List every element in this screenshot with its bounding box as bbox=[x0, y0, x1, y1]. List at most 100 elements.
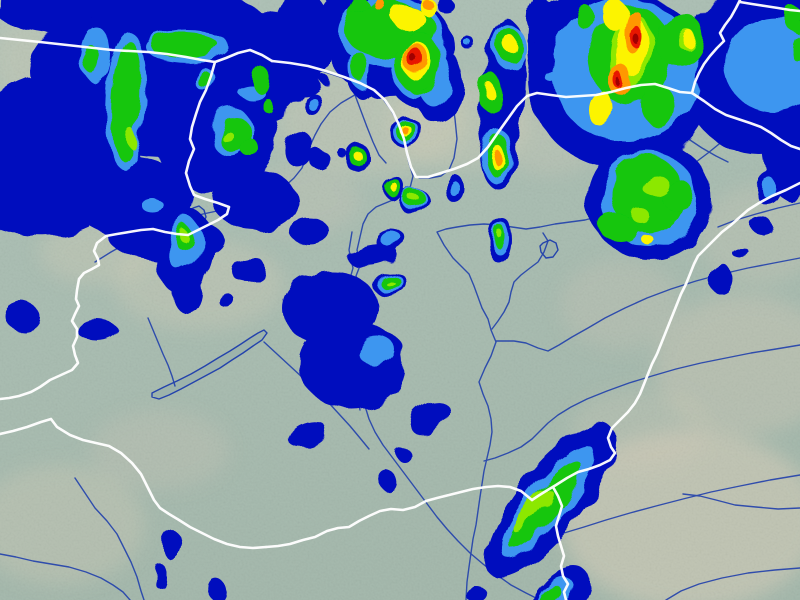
precip-cell-level-3 bbox=[576, 5, 594, 29]
precip-cell-level-3 bbox=[242, 138, 258, 158]
precip-cell-level-3 bbox=[508, 461, 582, 549]
precip-cell-level-1 bbox=[77, 319, 117, 341]
precip-cell-level-3 bbox=[791, 33, 800, 63]
precip-cell-level-2 bbox=[464, 40, 472, 46]
precip-cell-level-4 bbox=[513, 487, 551, 533]
precip-cell-level-4 bbox=[385, 281, 395, 285]
hu-ro-border bbox=[530, 181, 800, 502]
precip-cell-level-2 bbox=[449, 180, 459, 196]
precip-cell-level-1 bbox=[6, 303, 40, 331]
precip-cell-level-4 bbox=[410, 195, 420, 203]
precip-cell-level-1 bbox=[231, 257, 267, 283]
river-drava-tributary-2 bbox=[0, 553, 131, 600]
hu-rs-border bbox=[264, 484, 534, 549]
precip-cell-level-6 bbox=[421, 0, 433, 8]
precip-cell-level-1 bbox=[213, 170, 297, 230]
precip-cell-level-5 bbox=[505, 36, 517, 54]
precip-cell-level-3 bbox=[111, 40, 141, 160]
precip-cell-level-2 bbox=[544, 71, 556, 81]
precip-cell-level-5 bbox=[484, 82, 494, 98]
precip-cell-level-4 bbox=[180, 230, 188, 242]
sk-ua-border bbox=[690, 0, 742, 95]
ua-pl-border bbox=[738, 0, 800, 13]
precip-cell-level-1 bbox=[153, 562, 165, 588]
precip-cell-level-3 bbox=[254, 67, 270, 95]
precip-cell-level-5 bbox=[353, 150, 361, 160]
precip-cell-level-8 bbox=[617, 79, 621, 87]
lake-balaton bbox=[151, 329, 268, 400]
river-somes bbox=[717, 202, 800, 228]
precip-cell-level-1 bbox=[465, 586, 487, 600]
precip-cell-level-3 bbox=[643, 83, 673, 127]
precip-cell-level-1 bbox=[336, 148, 346, 156]
river-zala bbox=[147, 317, 176, 387]
precip-cell-level-1 bbox=[207, 578, 227, 600]
precip-cell-level-2 bbox=[142, 199, 164, 213]
precip-cell-level-2 bbox=[359, 337, 397, 367]
precip-cell-level-8 bbox=[411, 55, 417, 63]
precip-cell-level-1 bbox=[272, 0, 332, 94]
river-zagyva bbox=[491, 232, 549, 330]
precip-cell-level-1 bbox=[731, 247, 749, 257]
precip-cell-level-3 bbox=[538, 585, 562, 600]
precip-cell-level-5 bbox=[682, 29, 694, 47]
precip-cell-level-5 bbox=[642, 235, 654, 245]
river-drava-tributary-1 bbox=[74, 477, 145, 600]
precip-cell-level-1 bbox=[288, 421, 328, 449]
river-koros-south bbox=[483, 344, 800, 462]
precip-cell-level-3 bbox=[84, 46, 100, 74]
ua-hu-border bbox=[690, 91, 800, 151]
precip-cell-level-6 bbox=[403, 127, 409, 135]
precip-cell-level-6 bbox=[375, 1, 387, 11]
at-hu-si-border bbox=[0, 60, 231, 401]
precip-cell-level-5 bbox=[389, 182, 397, 190]
hu-hr-border bbox=[0, 417, 268, 550]
precip-cell-level-1 bbox=[308, 148, 328, 168]
precip-cell-level-4 bbox=[496, 229, 502, 237]
ro-rs-border bbox=[551, 485, 570, 600]
precip-cell-level-2 bbox=[760, 177, 776, 197]
precip-cell-level-1 bbox=[397, 448, 411, 462]
precip-cell-level-1 bbox=[162, 531, 182, 559]
precip-cell-level-1 bbox=[377, 468, 397, 492]
precip-cell-level-1 bbox=[283, 130, 313, 166]
precip-cell-level-1 bbox=[408, 400, 450, 434]
precip-cell-level-4 bbox=[221, 130, 233, 142]
precip-cell-level-4 bbox=[128, 131, 138, 149]
precip-cell-level-2 bbox=[725, 17, 800, 113]
precip-cell-level-1 bbox=[171, 270, 201, 312]
precip-cell-level-1 bbox=[321, 77, 331, 85]
precip-cell-level-3 bbox=[612, 157, 684, 233]
precip-cell-level-6 bbox=[493, 150, 501, 164]
precip-cell-level-4 bbox=[631, 208, 649, 222]
cz-at-border bbox=[0, 36, 217, 64]
precip-cell-level-3 bbox=[263, 99, 273, 113]
lake-tisza bbox=[539, 239, 559, 259]
at-sk-border bbox=[213, 48, 274, 64]
precip-cell-level-5 bbox=[587, 90, 613, 126]
precip-cell-level-3 bbox=[598, 213, 638, 243]
river-mures-tributary bbox=[682, 493, 800, 510]
precip-cell-level-3 bbox=[786, 8, 800, 32]
precip-cell-level-5 bbox=[601, 1, 629, 29]
precip-cell-level-8 bbox=[634, 35, 640, 45]
precip-cell-level-1 bbox=[290, 219, 330, 245]
precip-cell-level-3 bbox=[151, 34, 219, 58]
precip-cell-level-3 bbox=[354, 53, 368, 83]
hu-sk-border bbox=[270, 59, 694, 179]
precip-cell-level-2 bbox=[307, 96, 317, 110]
precip-cell-level-5 bbox=[393, 5, 423, 31]
precip-cell-level-3 bbox=[661, 182, 695, 210]
precip-cell-level-2 bbox=[379, 230, 401, 246]
precip-cell-level-1 bbox=[437, 0, 455, 13]
precip-cell-level-4 bbox=[641, 174, 669, 196]
river-romania-south-river bbox=[665, 567, 800, 600]
precip-cell-level-1 bbox=[708, 263, 732, 293]
precip-cell-level-1 bbox=[218, 293, 234, 307]
precip-cell-level-1 bbox=[751, 218, 773, 234]
